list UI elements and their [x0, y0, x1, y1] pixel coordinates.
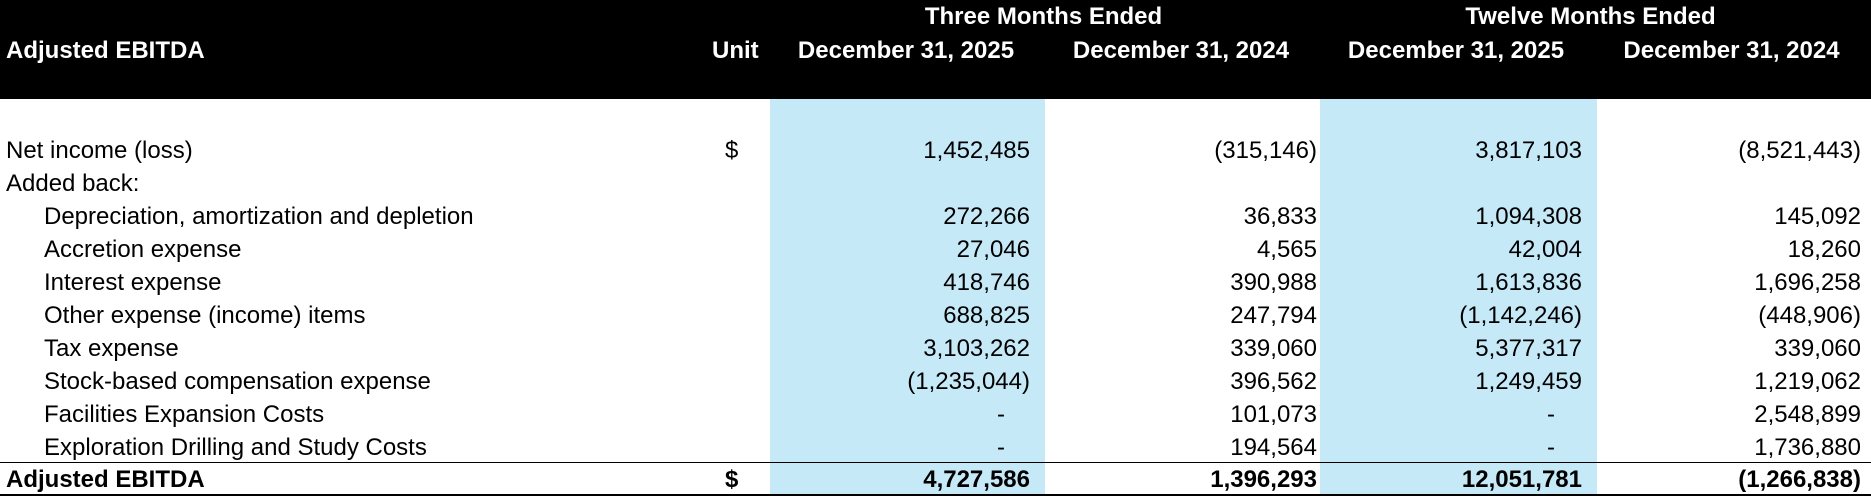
group-header-three-months: Three Months Ended — [924, 3, 1163, 30]
cell-q4-2024: 339,060 — [1230, 335, 1317, 362]
cell-q4-2024: 247,794 — [1230, 302, 1317, 329]
cell-q4-2024: 194,564 — [1230, 434, 1317, 461]
shaded-column-q4-2025 — [770, 99, 1045, 496]
total-q4-2025: 4,727,586 — [923, 466, 1030, 493]
cell-q4-2025: 272,266 — [943, 203, 1030, 230]
cell-fy-2025: - — [1547, 434, 1555, 461]
cell-fy-2025: 1,094,308 — [1475, 203, 1582, 230]
cell-q4-2025: - — [997, 401, 1005, 428]
cell-fy-2024: (8,521,443) — [1738, 137, 1861, 164]
total-unit: $ — [725, 466, 739, 493]
unit-header: Unit — [712, 37, 759, 64]
cell-q4-2025: 27,046 — [956, 236, 1030, 263]
column-header-fy-2024: December 31, 2024 — [1623, 37, 1840, 64]
cell-q4-2025: 418,746 — [943, 269, 1030, 296]
total-q4-2024: 1,396,293 — [1210, 466, 1317, 493]
cell-fy-2025: 42,004 — [1508, 236, 1582, 263]
column-header-fy-2025: December 31, 2025 — [1347, 37, 1565, 64]
row-label: Stock-based compensation expense — [44, 368, 431, 395]
table-row: Stock-based compensation expense (1,235,… — [0, 365, 1871, 398]
cell-q4-2024: (315,146) — [1214, 137, 1317, 164]
cell-q4-2025: 1,452,485 — [923, 137, 1030, 164]
cell-fy-2024: 1,736,880 — [1754, 434, 1861, 461]
table-row: Depreciation, amortization and depletion… — [0, 200, 1871, 233]
cell-fy-2025: 1,249,459 — [1475, 368, 1582, 395]
total-top-border — [0, 462, 1871, 463]
total-fy-2025: 12,051,781 — [1461, 466, 1582, 493]
cell-fy-2024: 1,696,258 — [1754, 269, 1861, 296]
group-header-twelve-months: Twelve Months Ended — [1465, 3, 1716, 30]
total-bottom-border — [0, 494, 1871, 496]
cell-fy-2025: 3,817,103 — [1475, 137, 1582, 164]
total-fy-2024: (1,266,838) — [1738, 466, 1861, 493]
table-header — [0, 0, 1871, 99]
row-label: Depreciation, amortization and depletion — [44, 203, 474, 230]
table-row: Exploration Drilling and Study Costs - 1… — [0, 431, 1871, 464]
cell-q4-2025: 3,103,262 — [923, 335, 1030, 362]
cell-fy-2025: (1,142,246) — [1459, 302, 1582, 329]
row-label: Added back: — [6, 170, 140, 197]
cell-fy-2025: - — [1547, 401, 1555, 428]
cell-q4-2024: 396,562 — [1230, 368, 1317, 395]
table-row: Interest expense 418,746 390,988 1,613,8… — [0, 266, 1871, 299]
row-label: Exploration Drilling and Study Costs — [44, 434, 427, 461]
cell-q4-2024: 101,073 — [1230, 401, 1317, 428]
table-row: Added back: — [0, 167, 1871, 200]
column-header-q4-2024: December 31, 2024 — [1072, 37, 1290, 64]
cell-q4-2025: 688,825 — [943, 302, 1030, 329]
cell-q4-2024: 390,988 — [1230, 269, 1317, 296]
row-label: Interest expense — [44, 269, 222, 296]
table-row: Net income (loss) $ 1,452,485 (315,146) … — [0, 134, 1871, 167]
cell-fy-2025: 1,613,836 — [1475, 269, 1582, 296]
total-label: Adjusted EBITDA — [6, 466, 205, 493]
cell-fy-2024: 1,219,062 — [1754, 368, 1861, 395]
cell-fy-2024: (448,906) — [1758, 302, 1861, 329]
total-row: Adjusted EBITDA $ 4,727,586 1,396,293 12… — [0, 463, 1871, 496]
cell-q4-2024: 36,833 — [1243, 203, 1317, 230]
table-row: Facilities Expansion Costs - 101,073 - 2… — [0, 398, 1871, 431]
row-unit: $ — [725, 137, 739, 164]
row-label: Accretion expense — [44, 236, 242, 263]
cell-q4-2025: - — [997, 434, 1005, 461]
row-label: Tax expense — [44, 335, 179, 362]
table-row: Tax expense 3,103,262 339,060 5,377,317 … — [0, 332, 1871, 365]
table-row: Other expense (income) items 688,825 247… — [0, 299, 1871, 332]
row-label: Other expense (income) items — [44, 302, 366, 329]
cell-fy-2024: 2,548,899 — [1754, 401, 1861, 428]
cell-fy-2025: 5,377,317 — [1475, 335, 1582, 362]
cell-fy-2024: 18,260 — [1787, 236, 1861, 263]
table-title: Adjusted EBITDA — [6, 37, 205, 64]
column-header-q4-2025: December 31, 2025 — [797, 37, 1015, 64]
shaded-column-fy-2025 — [1320, 99, 1597, 496]
cell-q4-2025: (1,235,044) — [907, 368, 1030, 395]
cell-fy-2024: 339,060 — [1774, 335, 1861, 362]
cell-fy-2024: 145,092 — [1774, 203, 1861, 230]
row-label: Facilities Expansion Costs — [44, 401, 325, 428]
row-label: Net income (loss) — [6, 137, 193, 164]
table-row: Accretion expense 27,046 4,565 42,004 18… — [0, 233, 1871, 266]
cell-q4-2024: 4,565 — [1256, 236, 1317, 263]
